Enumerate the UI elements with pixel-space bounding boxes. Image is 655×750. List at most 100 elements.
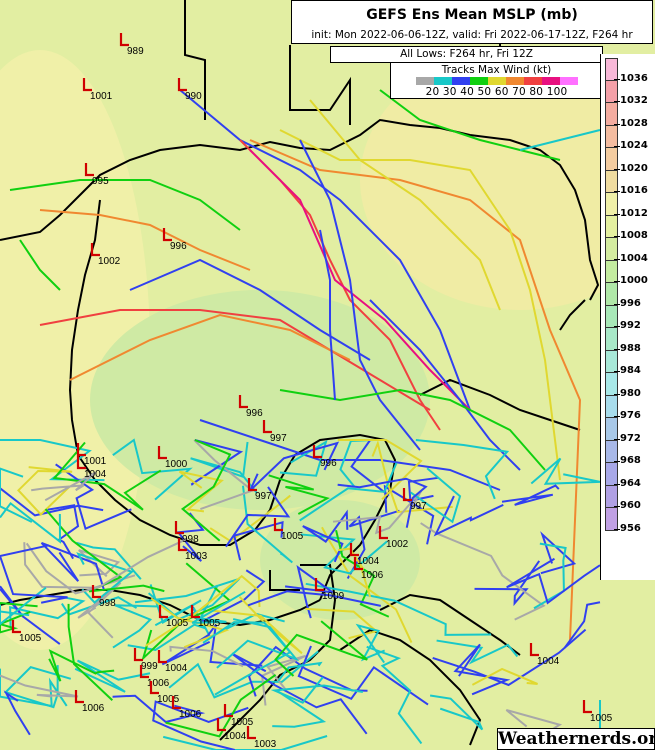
low-l-icon <box>238 395 248 409</box>
storm-track <box>178 470 224 513</box>
storm-track <box>506 557 601 605</box>
low-pressure-label: 1005 <box>198 618 221 629</box>
low-l-icon <box>158 605 168 619</box>
storm-track <box>0 487 104 517</box>
low-pressure-label: 996 <box>170 241 187 252</box>
pressure-colorbar: 1036 1032 1028 1024 1020 1016 1012 1008 1004 1000… <box>600 54 655 580</box>
low-pressure-label: 1005 <box>590 713 613 724</box>
low-l-icon <box>262 420 272 434</box>
low-pressure-label: 1000 <box>165 459 188 470</box>
storm-track <box>279 129 561 481</box>
low-pressure-label: 1005 <box>281 531 304 542</box>
colorbar-cell <box>605 373 618 396</box>
low-pressure-label: 1002 <box>98 256 121 267</box>
low-l-icon <box>76 456 86 470</box>
low-pressure-label: 1005 <box>157 694 180 705</box>
storm-track <box>78 549 121 578</box>
storm-track <box>0 674 79 698</box>
storm-track <box>530 457 601 485</box>
low-pressure-label: 1002 <box>386 539 409 550</box>
storm-track <box>40 541 105 590</box>
low-l-icon <box>11 620 21 634</box>
low-marker: 1005 <box>158 605 189 629</box>
storm-track <box>519 129 601 151</box>
storm-track <box>180 439 232 542</box>
low-pressure-label: 999 <box>141 661 158 672</box>
storm-track <box>25 537 188 595</box>
storm-track <box>332 489 423 535</box>
colorbar-label: 1028 <box>614 117 648 129</box>
low-l-icon <box>246 726 256 740</box>
colorbar-label: 1008 <box>614 230 648 241</box>
colorbar-label: 984 <box>614 365 641 376</box>
legend-swatch <box>523 77 542 85</box>
colorbar-cell <box>605 215 618 238</box>
storm-track <box>191 590 246 624</box>
colorbar-cell <box>605 350 618 373</box>
storm-track <box>0 585 61 645</box>
storm-track <box>540 531 577 575</box>
low-pressure-label: 1006 <box>147 678 170 689</box>
storm-track <box>420 522 546 621</box>
storm-track <box>277 661 323 682</box>
low-pressure-label: 996 <box>246 408 263 419</box>
low-l-icon <box>171 696 181 710</box>
colorbar-cell <box>605 328 618 351</box>
storm-track <box>112 438 193 501</box>
colorbar-label: 1020 <box>614 162 648 174</box>
low-pressure-label: 997 <box>255 491 272 502</box>
low-l-icon <box>177 538 187 552</box>
low-l-icon <box>157 650 167 664</box>
storm-track <box>533 542 567 610</box>
storm-track <box>563 601 601 649</box>
colorbar-cell <box>605 80 618 103</box>
storm-track <box>279 388 546 471</box>
storm-track <box>335 529 390 618</box>
colorbar-label: 1032 <box>614 95 648 106</box>
colorbar-label: 988 <box>614 342 641 354</box>
storm-track <box>0 602 38 634</box>
storm-track <box>0 544 68 604</box>
storm-track <box>162 735 328 750</box>
storm-track <box>272 689 327 728</box>
storm-track <box>209 494 291 543</box>
low-marker: 997 <box>247 478 272 502</box>
storm-track <box>299 139 421 451</box>
low-pressure-label: 1003 <box>254 739 277 750</box>
storm-track <box>471 667 538 686</box>
storm-track <box>338 547 372 598</box>
colorbar-label: 1024 <box>614 140 648 151</box>
low-l-icon <box>312 445 322 459</box>
legend-swatch <box>415 77 434 85</box>
storm-track <box>242 485 293 564</box>
storm-track <box>453 643 511 696</box>
colorbar-label: 1000 <box>614 275 648 286</box>
colorbar-label: 980 <box>614 387 641 399</box>
storm-track <box>249 139 582 641</box>
storm-track <box>52 441 162 511</box>
colorbar-label: 972 <box>614 432 641 444</box>
low-pressure-label: 989 <box>127 46 144 57</box>
storm-track <box>39 309 431 411</box>
low-l-icon <box>247 478 257 492</box>
colorbar-label: 964 <box>614 477 641 489</box>
colorbar-label: 976 <box>614 410 641 421</box>
colorbar-cell <box>605 485 618 508</box>
low-marker: 1006 <box>139 665 170 689</box>
low-pressure-label: 996 <box>320 458 337 469</box>
low-l-icon <box>91 585 101 599</box>
storm-track <box>69 313 351 381</box>
low-l-icon <box>84 163 94 177</box>
low-marker: 989 <box>119 33 144 57</box>
low-marker: 1005 <box>223 704 254 728</box>
colorbar-cell <box>605 395 618 418</box>
storm-track <box>407 476 439 502</box>
low-marker: 996 <box>162 228 187 252</box>
low-marker: 1001 <box>76 443 107 467</box>
low-marker: 1002 <box>378 526 409 550</box>
low-pressure-label: 997 <box>270 433 287 444</box>
storm-track <box>249 441 340 492</box>
low-pressure-label: 998 <box>182 534 199 545</box>
low-marker: 999 <box>133 648 158 672</box>
low-l-icon <box>349 543 359 557</box>
